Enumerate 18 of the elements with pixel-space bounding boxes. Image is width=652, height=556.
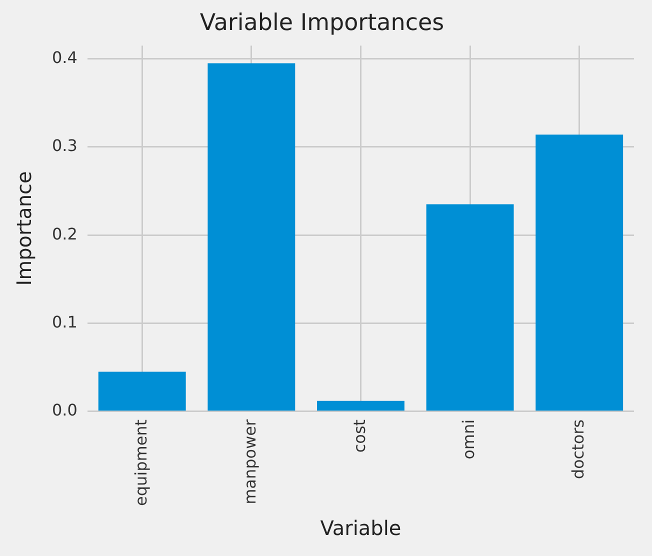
y-tick-label: 0.4 [52, 48, 78, 67]
bar [208, 63, 296, 411]
bar [536, 134, 624, 411]
y-axis-title: Importance [12, 171, 36, 286]
x-tick-label: equipment [131, 419, 150, 506]
x-tick-label: omni [459, 419, 478, 460]
x-tick-label: manpower [240, 418, 260, 504]
y-tick-label: 0.2 [52, 224, 78, 244]
y-tick-label: 0.1 [52, 312, 78, 332]
x-tick-label: cost [350, 419, 369, 453]
bar [317, 400, 404, 411]
bar [98, 372, 186, 411]
bar [426, 204, 514, 411]
x-tick-label: doctors [568, 419, 588, 480]
chart-title: Variable Importances [200, 10, 444, 36]
x-axis-title: Variable [320, 516, 402, 540]
y-tick-label: 0.3 [52, 136, 78, 156]
y-tick-label: 0.0 [52, 400, 78, 420]
